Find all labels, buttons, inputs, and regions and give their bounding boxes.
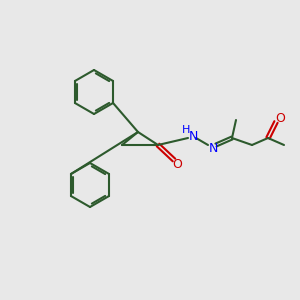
Text: N: N bbox=[208, 142, 218, 154]
Text: O: O bbox=[172, 158, 182, 172]
Text: N: N bbox=[188, 130, 198, 142]
Text: O: O bbox=[275, 112, 285, 125]
Text: H: H bbox=[182, 125, 190, 135]
